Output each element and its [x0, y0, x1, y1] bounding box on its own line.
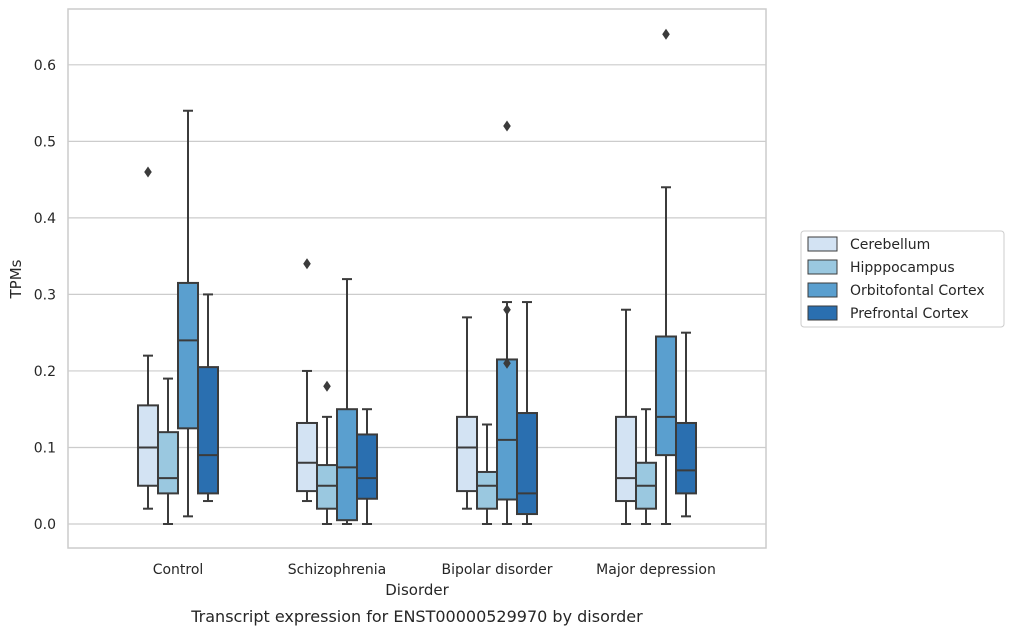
y-tick-label: 0.1 — [34, 440, 56, 456]
legend-swatch — [807, 236, 838, 252]
y-tick-label: 0.5 — [34, 134, 56, 150]
legend-frame — [800, 230, 1005, 328]
x-tick-label: Major depression — [596, 562, 716, 578]
box-iqr — [496, 358, 518, 501]
y-tick-label: 0.2 — [34, 364, 56, 380]
box-iqr — [157, 431, 179, 495]
legend-swatch — [807, 305, 838, 321]
x-tick-label: Bipolar disorder — [441, 562, 552, 578]
x-tick-label: Schizophrenia — [288, 562, 386, 578]
box-iqr — [476, 470, 498, 510]
box-iqr — [197, 366, 219, 495]
box-iqr — [516, 412, 538, 516]
chart-caption: Transcript expression for ENST0000052997… — [190, 607, 643, 626]
legend-swatch — [807, 282, 838, 298]
x-tick-label: Control — [153, 562, 204, 578]
legend-swatch — [807, 259, 838, 275]
outlier-point — [303, 258, 311, 270]
outlier-point — [662, 28, 670, 40]
outlier-point — [323, 380, 331, 392]
y-tick-label: 0.0 — [34, 517, 56, 533]
legend: Cerebellum Hipppocampus Orbitofontal Corte… — [800, 230, 1005, 328]
outlier-point — [144, 166, 152, 178]
box-iqr — [336, 408, 358, 522]
outlier-point — [503, 357, 511, 369]
y-tick-labels: 0.0 0.1 0.2 0.3 0.4 0.5 0.6 — [34, 58, 56, 533]
y-tick-label: 0.3 — [34, 287, 56, 303]
box-iqr — [675, 421, 697, 495]
outlier-point — [503, 304, 511, 316]
y-axis-label: TPMs — [7, 259, 25, 299]
box-iqr — [356, 433, 378, 500]
outlier-point — [503, 120, 511, 132]
legend-label: Hipppocampus — [850, 260, 955, 276]
legend-label: Prefrontal Cortex — [850, 306, 969, 322]
box-iqr — [655, 335, 677, 457]
y-tick-label: 0.6 — [34, 58, 56, 74]
box-iqr — [456, 415, 478, 493]
box-iqr — [177, 281, 199, 430]
plot-frame — [67, 8, 767, 549]
legend-label: Cerebellum — [850, 237, 930, 253]
box-iqr — [137, 404, 159, 487]
box-iqr — [296, 421, 318, 493]
box-iqr — [316, 464, 338, 510]
legend-label: Orbitofontal Cortex — [850, 283, 985, 299]
box-plot-marks — [137, 28, 697, 525]
y-tick-label: 0.4 — [34, 211, 56, 227]
box-iqr — [615, 415, 637, 503]
x-axis-label: Disorder — [385, 581, 449, 599]
x-tick-labels: Control Schizophrenia Bipolar disorder Majo… — [153, 562, 716, 578]
